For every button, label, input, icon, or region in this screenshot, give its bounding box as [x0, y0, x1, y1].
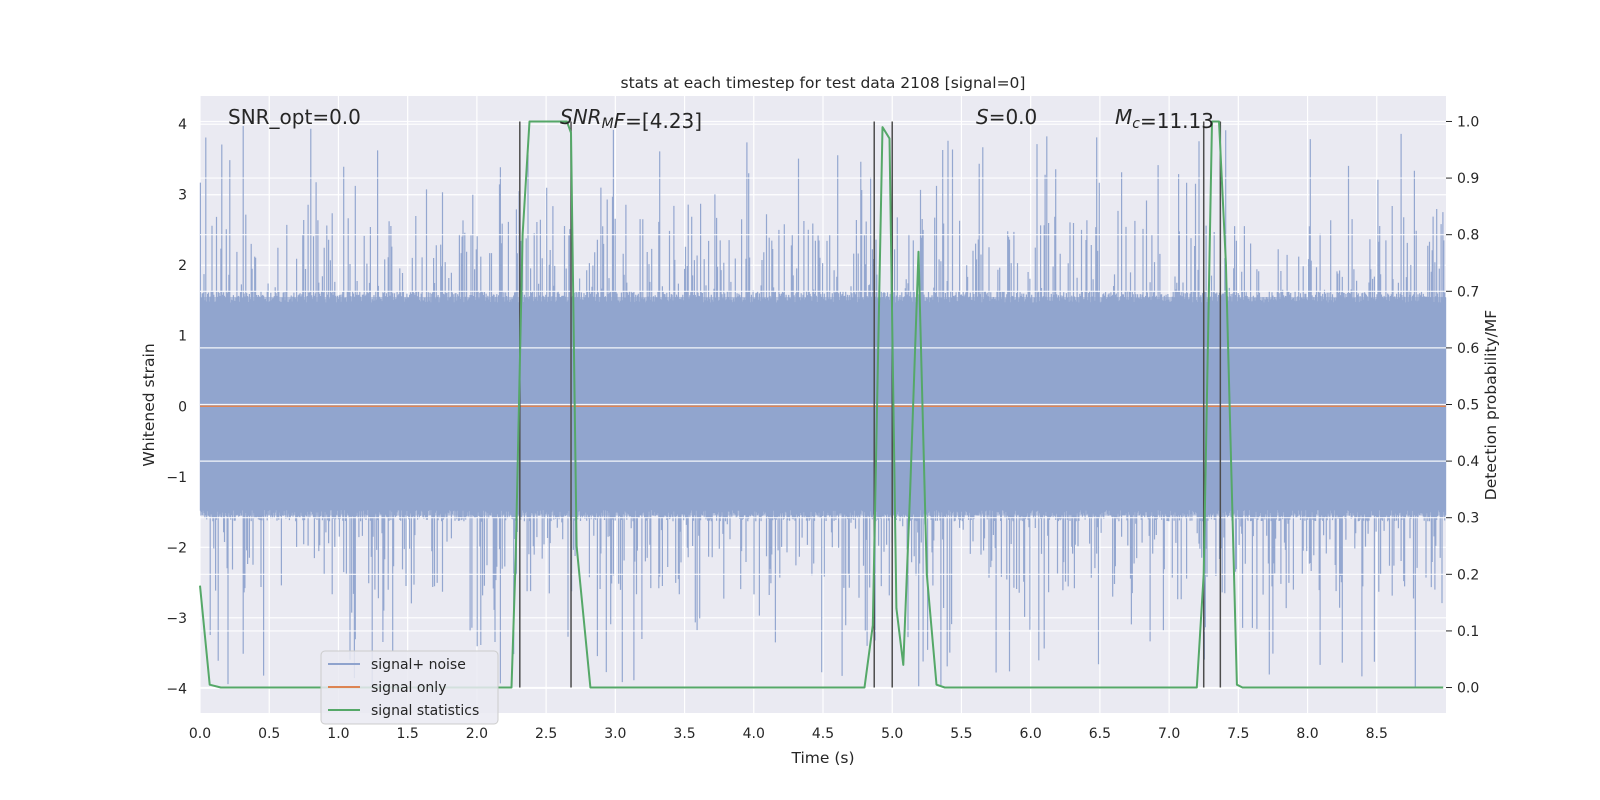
- legend-label-signal-only: signal only: [371, 680, 446, 696]
- annotation-text: Mc=11.13: [1115, 105, 1214, 133]
- y-right-tick-label: 0.6: [1457, 341, 1479, 357]
- y-right-tick-label: 1.0: [1457, 114, 1479, 130]
- x-tick-label: 3.5: [673, 726, 695, 742]
- x-tick-label: 1.0: [327, 726, 349, 742]
- annotation-segment: SNR: [560, 105, 602, 129]
- y-left-tick-label: 4: [178, 117, 187, 133]
- y-right-tick-label: 0.5: [1457, 398, 1479, 414]
- x-tick-label: 0.5: [258, 726, 280, 742]
- x-tick-label: 4.0: [743, 726, 765, 742]
- annotation-segment: S: [976, 105, 989, 129]
- x-tick-label: 2.5: [535, 726, 557, 742]
- x-tick-label: 8.0: [1296, 726, 1318, 742]
- y-left-tick-label: 0: [178, 399, 187, 415]
- legend-label-signal-statistics: signal statistics: [371, 703, 479, 719]
- y-left-tick-label: 3: [178, 188, 187, 204]
- annotation-segment: =0.0: [989, 105, 1038, 129]
- annotation-text: SNR_opt=0.0: [228, 105, 361, 129]
- annotations: SNR_opt=0.0 SNRMF=[4.23] S=0.0 Mc=11.13: [228, 105, 1214, 133]
- x-tick-label: 5.5: [950, 726, 972, 742]
- x-tick-label: 0.0: [189, 726, 211, 742]
- annotation-text: SNRMF=[4.23]: [560, 105, 702, 133]
- y-right-tick-label: 0.8: [1457, 228, 1479, 244]
- x-tick-label: 7.5: [1227, 726, 1249, 742]
- chart-title: stats at each timestep for test data 210…: [621, 74, 1026, 92]
- legend-box: [320, 650, 499, 725]
- y-left-tick-label: −4: [166, 681, 187, 697]
- y-right-tick-label: 0.0: [1457, 681, 1479, 697]
- x-tick-label: 4.5: [812, 726, 834, 742]
- x-tick-label: 5.0: [881, 726, 903, 742]
- annotation-text: S=0.0: [976, 105, 1037, 129]
- x-tick-label: 6.0: [1020, 726, 1042, 742]
- x-tick-label: 8.5: [1366, 726, 1388, 742]
- y-right-tick-label: 0.1: [1457, 624, 1479, 640]
- annotation-segment: SNR_opt=0.0: [228, 105, 361, 129]
- x-axis-ticks: 0.0 0.5 1.0 1.5 2.0 2.5 3.0 3.5 4.0 4.5 5.0 5.5 6.0 6…: [189, 726, 1388, 742]
- annotation-segment: M: [602, 116, 614, 132]
- annotation-segment: =11.13: [1140, 109, 1214, 133]
- y-right-tick-label: 0.3: [1457, 511, 1479, 527]
- signal-statistics-line: [199, 120, 1444, 689]
- x-tick-label: 6.5: [1089, 726, 1111, 742]
- annotation-segment: c: [1132, 116, 1140, 132]
- y-left-tick-label: −3: [166, 611, 187, 627]
- y-right-tick-label: 0.4: [1457, 454, 1479, 470]
- legend: signal+ noise signal only signal statist…: [320, 650, 499, 725]
- detection-vertical-lines: [519, 121, 1222, 688]
- annotation-segment: F: [614, 109, 626, 133]
- y-left-tick-label: 2: [178, 258, 187, 274]
- x-tick-label: 1.5: [397, 726, 419, 742]
- x-tick-label: 2.0: [466, 726, 488, 742]
- y-left-axis-ticks: −4 −3 −2 −1 0 1 2 3 4: [166, 117, 187, 697]
- x-axis-label: Time (s): [790, 749, 854, 767]
- y-right-axis-label: Detection probability/MF: [1482, 310, 1500, 501]
- y-right-tick-label: 0.7: [1457, 284, 1479, 300]
- legend-label-signal-noise: signal+ noise: [371, 657, 466, 673]
- y-left-tick-label: 1: [178, 329, 187, 345]
- annotation-segment: M: [1115, 105, 1132, 129]
- x-tick-label: 7.0: [1158, 726, 1180, 742]
- y-right-tick-label: 0.2: [1457, 567, 1479, 583]
- y-left-tick-label: −2: [166, 540, 187, 556]
- y-left-tick-label: −1: [166, 470, 187, 486]
- y-right-tick-label: 0.9: [1457, 171, 1479, 187]
- annotation-segment: =[4.23]: [625, 109, 702, 133]
- x-tick-label: 3.0: [604, 726, 626, 742]
- y-left-axis-label: Whitened strain: [140, 343, 158, 466]
- y-right-axis-ticks: 0.0 0.1 0.2 0.3 0.4 0.5 0.6 0.7 0.8 0.9 1.0: [1446, 114, 1479, 697]
- signal-statistics-series: [199, 120, 1444, 689]
